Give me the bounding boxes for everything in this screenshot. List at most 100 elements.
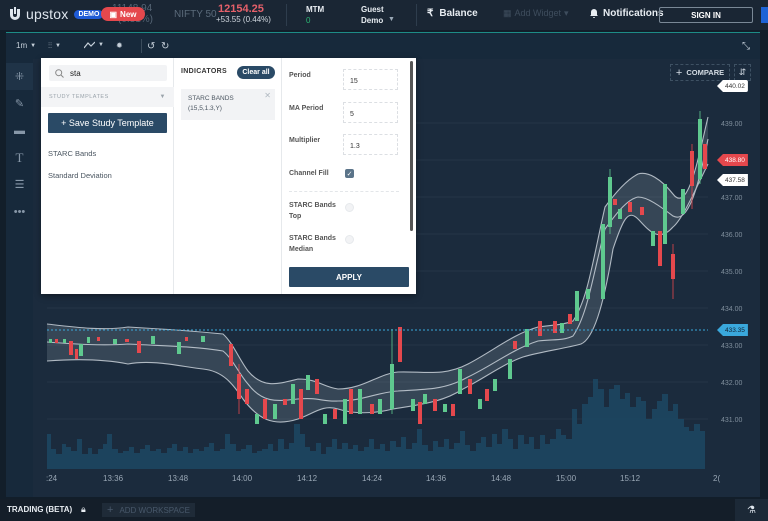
crosshair-icon: ⁜	[14, 71, 25, 83]
crosshair-tool[interactable]: ⁜	[6, 63, 33, 90]
active-indicator-chip[interactable]: STARC BANDS (15,5,1.3,Y) ✕	[181, 89, 275, 120]
starc-top-label-line1: STARC Bands	[289, 202, 336, 209]
mtm-label: MTM	[306, 5, 325, 14]
grid-icon: ▦	[503, 8, 512, 18]
starc-top-label: STARC Bands Top	[289, 200, 336, 222]
top-bar: upstox DEMO 11148.94 (0.31%) ▣ New NIFTY…	[0, 0, 768, 30]
y-tick: 431.00	[721, 417, 743, 424]
chevron-down-icon: ▼	[55, 43, 61, 49]
study-search-column: sta STUDY TEMPLATES ▼ + Save Study Templ…	[41, 58, 174, 294]
workspace-tab-trading[interactable]: TRADING (BETA)	[7, 505, 73, 514]
notifications-button[interactable]: Notifications	[590, 8, 664, 19]
blue-edge-button[interactable]	[761, 7, 768, 23]
starc-median-color-picker[interactable]	[345, 235, 354, 244]
params-scrollbar[interactable]	[410, 61, 413, 231]
dashed-price-tag: 433.35	[717, 324, 748, 336]
brush-icon: ✎	[14, 98, 25, 110]
indicator-params: (15,5,1.3,Y)	[188, 105, 222, 112]
ma-period-input[interactable]: 5	[343, 102, 398, 123]
plus-icon: +	[107, 504, 114, 516]
starc-top-color-picker[interactable]	[345, 203, 354, 212]
notifications-label: Notifications	[603, 8, 664, 19]
redo-icon: ↻	[161, 41, 170, 52]
labs-button[interactable]: ⚗	[735, 499, 768, 521]
guest-value[interactable]: Demo	[361, 16, 384, 25]
balance-button[interactable]: ₹ Balance	[427, 8, 478, 19]
collapse-icon[interactable]: ⤡	[742, 41, 750, 52]
search-icon	[55, 68, 64, 78]
brand-logo[interactable]: upstox DEMO	[8, 6, 104, 22]
divider	[416, 4, 417, 26]
chart-type-selector[interactable]: ⫶⫶ ▼	[48, 41, 61, 51]
x-tick: 15:00	[556, 474, 577, 483]
study-dialog: sta STUDY TEMPLATES ▼ + Save Study Templ…	[41, 58, 416, 294]
demo-badge: DEMO	[74, 9, 104, 19]
add-widget-button[interactable]: ▦ Add Widget ▾	[503, 8, 569, 19]
upper-band-tag: 440.02	[717, 80, 748, 92]
period-input[interactable]: 15	[343, 69, 398, 90]
starc-median-label-line2: Median	[289, 246, 314, 253]
nifty-label[interactable]: NIFTY 50	[174, 9, 217, 20]
x-tick: 14:12	[297, 474, 318, 483]
new-badge-label: New	[120, 9, 137, 19]
workspace-bar: TRADING (BETA) 🔒︎ + ADD WORKSPACE ⚗	[0, 499, 768, 521]
y-tick: 433.00	[721, 343, 743, 350]
chevron-down-icon: ▼	[30, 42, 37, 49]
multiplier-label: Multiplier	[289, 137, 321, 144]
x-tick: :24	[46, 474, 58, 483]
new-badge[interactable]: ▣ New	[101, 7, 145, 21]
text-icon: T	[15, 149, 24, 165]
add-workspace-button[interactable]: + ADD WORKSPACE	[102, 503, 195, 517]
study-templates-label: STUDY TEMPLATES	[49, 94, 109, 100]
studies-selector[interactable]: ▼	[84, 41, 104, 49]
close-icon[interactable]: ✕	[264, 91, 271, 100]
study-result-starc-bands[interactable]: STARC Bands	[48, 149, 97, 158]
add-workspace-label: ADD WORKSPACE	[119, 505, 190, 515]
indicator-params-column: Period 15 MA Period 5 Multiplier 1.3 Cha…	[282, 58, 416, 294]
chevron-down-icon[interactable]: ▼	[388, 16, 395, 23]
search-value: sta	[70, 68, 81, 78]
clear-all-button[interactable]: Clear all	[237, 66, 275, 79]
guest-label[interactable]: Guest	[361, 5, 384, 14]
sign-in-button[interactable]: SIGN IN	[659, 7, 753, 23]
lower-band-tag: 437.58	[717, 174, 748, 186]
channel-fill-checkbox[interactable]: ✓	[345, 169, 354, 178]
more-tools[interactable]: •••	[6, 198, 33, 225]
rectangle-tool[interactable]: ▬	[6, 117, 33, 144]
y-tick: 437.00	[721, 195, 743, 202]
undo-button[interactable]: ↺	[147, 41, 155, 52]
bell-icon	[590, 9, 598, 18]
y-tick: 436.00	[721, 232, 743, 239]
period-label: Period	[289, 72, 311, 79]
line-tool-icon	[84, 41, 95, 49]
study-result-standard-deviation[interactable]: Standard Deviation	[48, 171, 112, 180]
sort-button[interactable]: ⇵	[734, 64, 751, 81]
upstox-logo-icon	[10, 7, 20, 20]
settings-button[interactable]: ✹	[116, 41, 123, 50]
gear-icon: ✹	[116, 41, 123, 50]
redo-button[interactable]: ↻	[161, 41, 169, 52]
brush-tool[interactable]: ✎	[6, 90, 33, 117]
starc-median-label-line1: STARC Bands	[289, 235, 336, 242]
save-study-template-button[interactable]: + Save Study Template	[48, 113, 167, 133]
fibonacci-tool[interactable]: ☰	[6, 171, 33, 198]
chevron-down-icon: ▼	[98, 42, 104, 48]
channel-fill-label: Channel Fill	[289, 170, 329, 177]
lock-icon: 🔒︎	[81, 504, 86, 514]
x-tick: 14:48	[491, 474, 512, 483]
text-tool[interactable]: T	[6, 144, 33, 171]
study-templates-dropdown[interactable]: STUDY TEMPLATES ▼	[41, 87, 174, 107]
drawing-tools-rail: ⁜ ✎ ▬ T ☰ •••	[6, 59, 33, 497]
x-tick: 13:36	[103, 474, 124, 483]
study-search-input[interactable]: sta	[49, 65, 167, 81]
divider	[286, 4, 287, 26]
y-tick: 434.00	[721, 306, 743, 313]
compare-button[interactable]: + COMPARE	[670, 64, 730, 81]
divider	[289, 191, 399, 192]
multiplier-input[interactable]: 1.3	[343, 134, 398, 155]
indicators-title: INDICATORS	[181, 68, 227, 75]
plus-icon: +	[675, 66, 683, 79]
apply-button[interactable]: APPLY	[289, 267, 409, 287]
fibonacci-icon: ☰	[14, 179, 25, 191]
interval-selector[interactable]: 1m ▼	[16, 41, 36, 50]
